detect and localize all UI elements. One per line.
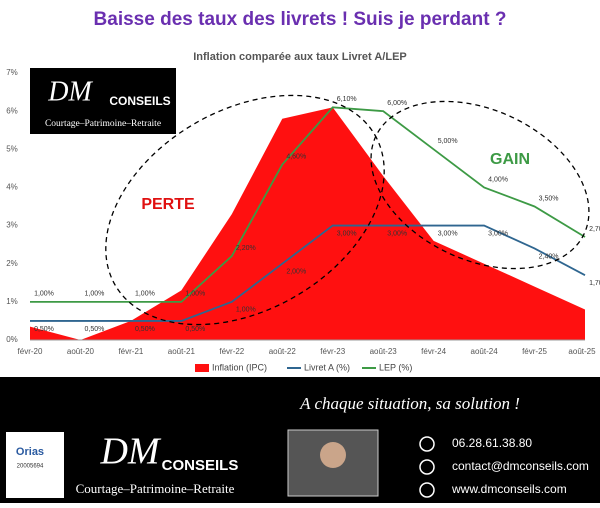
orias-badge: [6, 432, 64, 498]
legend-label: Inflation (IPC): [212, 362, 267, 372]
value-label: 1,00%: [185, 291, 205, 298]
value-label: 0,50%: [34, 326, 54, 333]
logo-tagline: Courtage–Patrimoine–Retraite: [45, 119, 161, 129]
value-label: 1,00%: [85, 291, 105, 298]
email: contact@dmconseils.com: [452, 459, 589, 473]
legend-swatch: [195, 364, 209, 372]
value-label: 2,40%: [539, 253, 559, 260]
value-label: 3,00%: [438, 230, 458, 237]
value-label: 3,00%: [337, 230, 357, 237]
value-label: 1,70%: [589, 280, 600, 287]
y-tick-label: 7%: [6, 68, 18, 77]
value-label: 3,00%: [387, 230, 407, 237]
legend: Inflation (IPC) Livret A (%) LEP (%): [195, 362, 412, 372]
portrait-face: [320, 442, 346, 468]
value-label: 0,50%: [135, 326, 155, 333]
y-tick-label: 0%: [6, 335, 18, 344]
logo-box: [30, 68, 176, 134]
line: [30, 106, 586, 303]
value-label: 0,50%: [185, 326, 205, 333]
orias-number: 20005694: [17, 464, 44, 470]
value-label: 0,50%: [85, 326, 105, 333]
value-label: 2,20%: [236, 245, 256, 252]
y-tick-label: 1%: [6, 297, 18, 306]
x-tick-label: févr-20: [18, 347, 43, 356]
y-tick-label: 2%: [6, 259, 18, 268]
x-tick-label: août-20: [67, 347, 95, 356]
logo-name: CONSEILS: [162, 457, 239, 474]
value-label: 2,70%: [589, 226, 600, 233]
legend-label: Livret A (%): [304, 362, 350, 372]
x-tick-label: août-23: [370, 347, 398, 356]
chart-title: Inflation comparée aux taux Livret A/LEP: [193, 51, 407, 63]
y-tick-label: 5%: [6, 144, 18, 153]
phone: 06.28.61.38.80: [452, 436, 532, 450]
value-label: 3,00%: [488, 230, 508, 237]
value-label: 6,10%: [337, 96, 357, 103]
value-label: 1,00%: [34, 291, 54, 298]
orias-label: Orias: [16, 446, 44, 458]
x-tick-label: févr-21: [118, 347, 143, 356]
loss-ellipse: [105, 94, 385, 326]
x-tick-label: févr-25: [522, 347, 547, 356]
logo-tagline: Courtage–Patrimoine–Retraite: [76, 481, 235, 496]
annotation: GAIN: [490, 151, 530, 168]
line: [30, 224, 586, 322]
plot: 0% 1% 2% 3% 4% 5% 6% 7% févr-20 août-20 févr-21 aoû…: [6, 68, 600, 356]
value-label: 3,50%: [539, 195, 559, 202]
value-label: 4,60%: [286, 153, 306, 160]
mail-icon: [419, 459, 435, 475]
logo-initials: DM: [47, 76, 93, 107]
value-label: 5,00%: [438, 138, 458, 145]
logo-initials: DM: [99, 431, 161, 473]
x-tick-label: août-25: [568, 347, 596, 356]
annotation: PERTE: [141, 196, 195, 213]
value-label: 1,00%: [236, 307, 256, 314]
logo-name: CONSEILS: [109, 94, 170, 108]
y-tick-label: 3%: [6, 221, 18, 230]
x-tick-label: févr-24: [421, 347, 446, 356]
x-tick-label: févr-22: [219, 347, 244, 356]
y-tick-label: 6%: [6, 106, 18, 115]
value-label: 4,00%: [488, 176, 508, 183]
x-tick-label: août-22: [269, 347, 297, 356]
x-tick-label: août-21: [168, 347, 196, 356]
phone-icon: [419, 436, 435, 452]
web-icon: [419, 482, 435, 498]
area: [30, 107, 585, 340]
value-label: 6,00%: [387, 100, 407, 107]
page-title: Baisse des taux des livrets ! Suis je pe…: [94, 9, 507, 30]
value-label: 1,00%: [135, 291, 155, 298]
x-tick-label: févr-23: [320, 347, 345, 356]
legend-label: LEP (%): [379, 362, 412, 372]
website: www.dmconseils.com: [451, 482, 567, 496]
x-tick-label: août-24: [471, 347, 499, 356]
gain-ellipse: [370, 100, 590, 270]
y-tick-label: 4%: [6, 183, 18, 192]
slogan: A chaque situation, sa solution !: [299, 394, 520, 413]
value-label: 2,00%: [286, 269, 306, 276]
